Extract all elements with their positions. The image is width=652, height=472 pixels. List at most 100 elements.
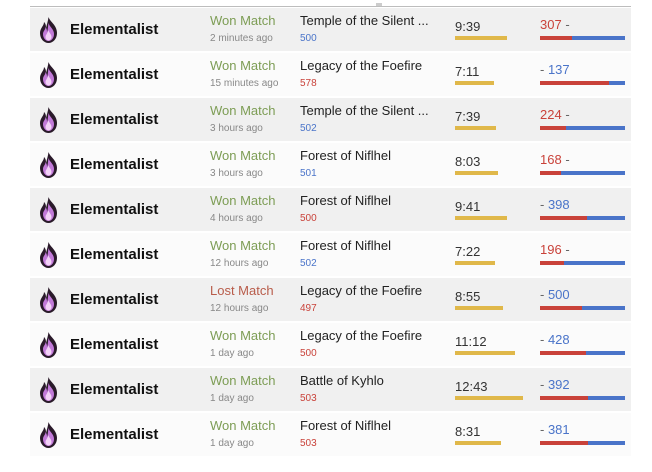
team-label: 578 [300,78,317,89]
match-time-ago: 12 hours ago [210,303,269,314]
profession-name: Elementalist [70,291,159,308]
team-label: 502 [300,258,317,269]
match-duration: 7:39 [455,109,481,124]
map-name: Legacy of the Foefire [300,328,423,343]
match-row[interactable]: Elementalist Won Match 2 minutes ago Tem… [30,8,631,51]
match-history-list: Elementalist Won Match 2 minutes ago Tem… [30,8,631,458]
score-separator: - [561,152,570,167]
score-separator: - [540,332,548,347]
map-name: Battle of Kyhlo [300,373,384,388]
final-score: 196 - [540,242,570,257]
team-label: 502 [300,123,317,134]
map-name: Legacy of the Foefire [300,58,423,73]
red-score: 168 [540,152,562,167]
match-duration: 12:43 [455,379,488,394]
team-label: 497 [300,303,317,314]
duration-bar [455,126,496,130]
duration-bar [455,171,498,175]
match-result: Won Match [210,238,276,253]
match-row[interactable]: Elementalist Won Match 3 hours ago Templ… [30,98,631,141]
profession-name: Elementalist [70,21,159,38]
blue-score: 500 [547,287,570,302]
map-name: Temple of the Silent ... [300,103,429,118]
score-ratio-bar [540,306,625,310]
duration-bar [455,36,507,40]
match-time-ago: 1 day ago [210,348,254,359]
list-top-divider [30,3,631,7]
blue-score: 398 [547,197,570,212]
match-result: Won Match [210,103,276,118]
map-name: Forest of Niflhel [300,238,392,253]
team-label: 500 [300,348,317,359]
duration-bar [455,306,503,310]
match-row[interactable]: Elementalist Lost Match 12 hours ago Leg… [30,278,631,321]
match-result: Won Match [210,13,276,28]
elementalist-flame-icon [40,17,57,43]
match-row[interactable]: Elementalist Won Match 3 hours ago Fores… [30,143,631,186]
match-row[interactable]: Elementalist Won Match 1 day ago Battle … [30,368,631,411]
match-duration: 7:11 [455,64,480,79]
elementalist-flame-icon [40,242,57,268]
match-row[interactable]: Elementalist Won Match 4 hours ago Fores… [30,188,631,231]
match-row[interactable]: Elementalist Won Match 15 minutes ago Le… [30,53,631,96]
red-score: 224 [540,107,562,122]
red-score-fill [540,216,587,220]
red-score-fill [540,36,572,40]
elementalist-flame-icon [40,332,57,358]
score-separator: - [561,17,570,32]
score-separator: - [540,62,548,77]
red-score-fill [540,171,561,175]
score-separator: - [540,197,548,212]
profession-name: Elementalist [70,426,159,443]
score-ratio-bar [540,261,625,265]
match-result: Won Match [210,193,276,208]
score-ratio-bar [540,81,625,85]
match-result: Lost Match [210,283,274,298]
match-duration: 9:39 [455,19,481,34]
match-duration: 8:31 [455,424,481,439]
elementalist-flame-icon [40,287,57,313]
divider-marker [376,3,382,6]
match-duration: 7:22 [455,244,481,259]
final-score: - 392 [540,377,570,392]
match-duration: 8:55 [455,289,481,304]
final-score: 307 - [540,17,570,32]
score-separator: - [561,107,570,122]
match-time-ago: 1 day ago [210,393,254,404]
match-time-ago: 1 day ago [210,438,254,449]
match-time-ago: 2 minutes ago [210,33,273,44]
red-score-fill [540,441,588,445]
score-ratio-bar [540,36,625,40]
elementalist-flame-icon [40,152,57,178]
map-name: Forest of Niflhel [300,193,392,208]
match-row[interactable]: Elementalist Won Match 1 day ago Forest … [30,413,631,456]
elementalist-flame-icon [40,197,57,223]
match-duration: 9:41 [455,199,481,214]
match-result: Won Match [210,58,276,73]
profession-name: Elementalist [70,246,159,263]
team-label: 501 [300,168,317,179]
profession-name: Elementalist [70,156,159,173]
map-name: Temple of the Silent ... [300,13,429,28]
score-ratio-bar [540,126,625,130]
final-score: - 500 [540,287,570,302]
team-label: 503 [300,393,317,404]
final-score: - 381 [540,422,570,437]
blue-score: 137 [547,62,570,77]
duration-bar [455,441,501,445]
score-ratio-bar [540,216,625,220]
elementalist-flame-icon [40,422,57,448]
match-time-ago: 15 minutes ago [210,78,279,89]
match-row[interactable]: Elementalist Won Match 1 day ago Legacy … [30,323,631,366]
match-row[interactable]: Elementalist Won Match 12 hours ago Fore… [30,233,631,276]
score-ratio-bar [540,171,625,175]
match-time-ago: 3 hours ago [210,123,263,134]
score-separator: - [540,377,548,392]
blue-score: 392 [547,377,570,392]
red-score-fill [540,396,588,400]
score-ratio-bar [540,351,625,355]
elementalist-flame-icon [40,377,57,403]
red-score-fill [540,261,564,265]
match-time-ago: 4 hours ago [210,213,263,224]
red-score: 196 [540,242,562,257]
